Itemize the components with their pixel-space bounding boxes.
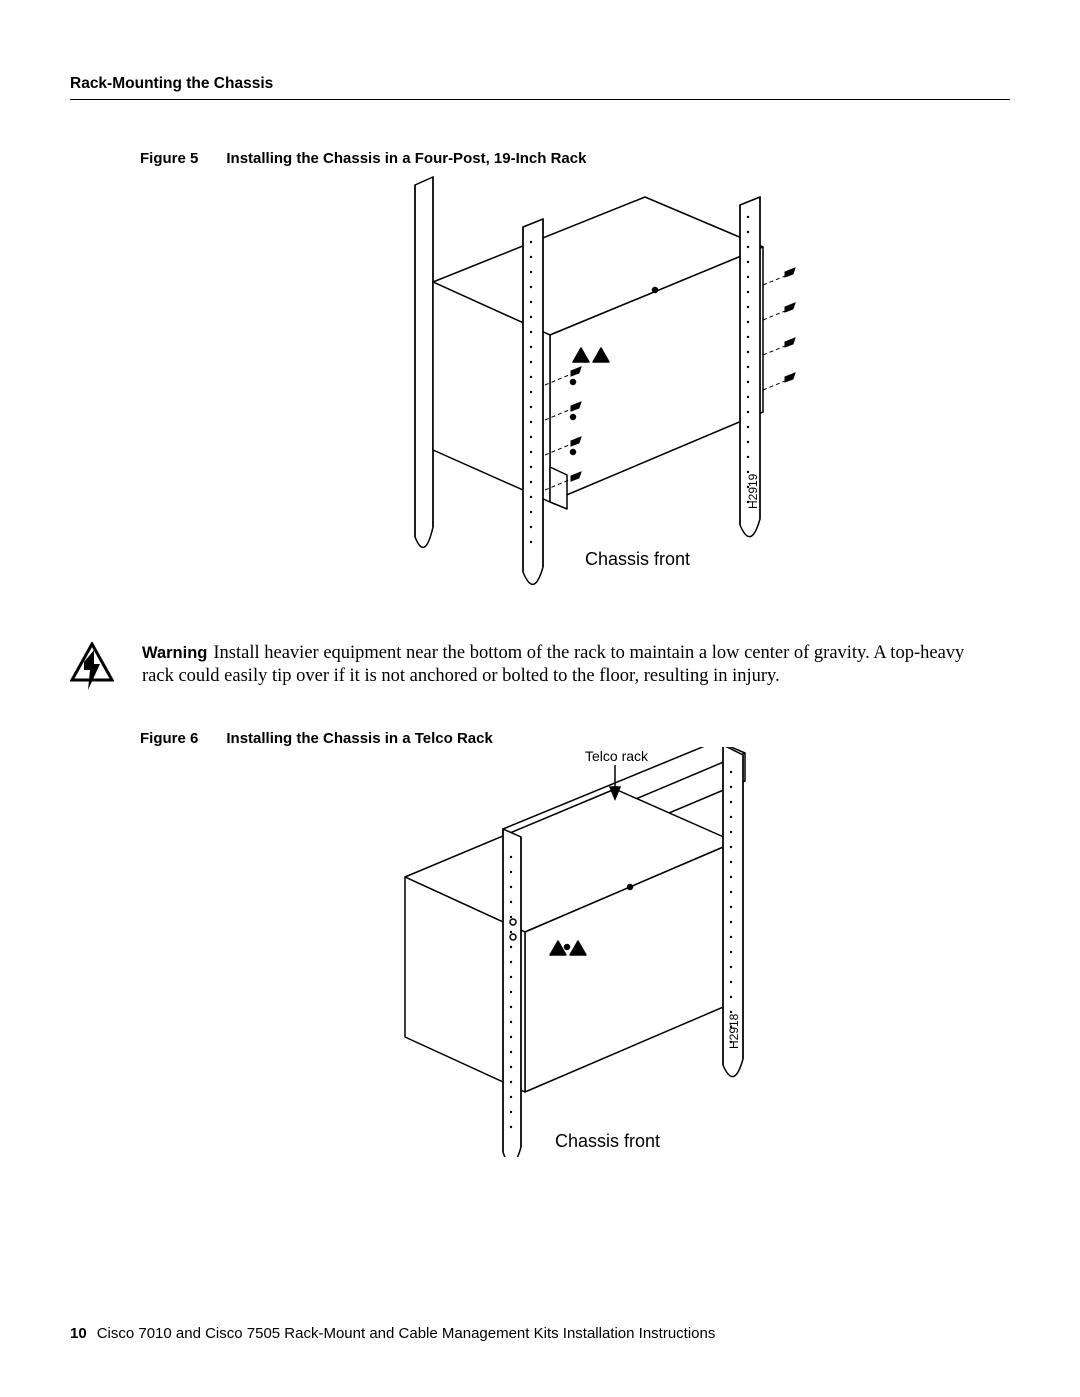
figure-6-block: Figure 6 Installing the Chassis in a Telc… bbox=[140, 730, 1010, 1162]
warning-text: WarningInstall heavier equipment near th… bbox=[142, 642, 972, 688]
warning-body: Install heavier equipment near the botto… bbox=[142, 643, 964, 686]
figure-6-caption: Figure 6 Installing the Chassis in a Telc… bbox=[140, 730, 1010, 747]
figure-6-number: Figure 6 bbox=[140, 730, 198, 747]
section-header: Rack-Mounting the Chassis bbox=[70, 75, 1010, 100]
warning-label: Warning bbox=[142, 644, 207, 662]
figure-6-diagram: Telco rack Chassis front H2918 bbox=[345, 747, 805, 1157]
page-footer: 10 Cisco 7010 and Cisco 7505 Rack-Mount a… bbox=[70, 1325, 1010, 1342]
figure-5-number: Figure 5 bbox=[140, 150, 198, 167]
warning-icon bbox=[70, 642, 114, 700]
warning-block: WarningInstall heavier equipment near th… bbox=[70, 642, 1010, 700]
svg-text:Chassis front: Chassis front bbox=[585, 549, 690, 569]
svg-text:Telco rack: Telco rack bbox=[585, 748, 649, 764]
svg-text:H2919: H2919 bbox=[746, 473, 760, 509]
svg-text:H2918: H2918 bbox=[727, 1013, 741, 1049]
footer-title: Cisco 7010 and Cisco 7505 Rack-Mount and… bbox=[97, 1325, 716, 1342]
figure-5-block: Figure 5 Installing the Chassis in a Four… bbox=[140, 150, 1010, 612]
page-number: 10 bbox=[70, 1325, 87, 1342]
figure-5-title: Installing the Chassis in a Four-Post, 1… bbox=[226, 150, 586, 167]
svg-text:Chassis front: Chassis front bbox=[555, 1131, 660, 1151]
figure-5-caption: Figure 5 Installing the Chassis in a Four… bbox=[140, 150, 1010, 167]
figure-5-diagram: Chassis front H2919 bbox=[345, 167, 805, 607]
figure-6-title: Installing the Chassis in a Telco Rack bbox=[226, 730, 492, 747]
